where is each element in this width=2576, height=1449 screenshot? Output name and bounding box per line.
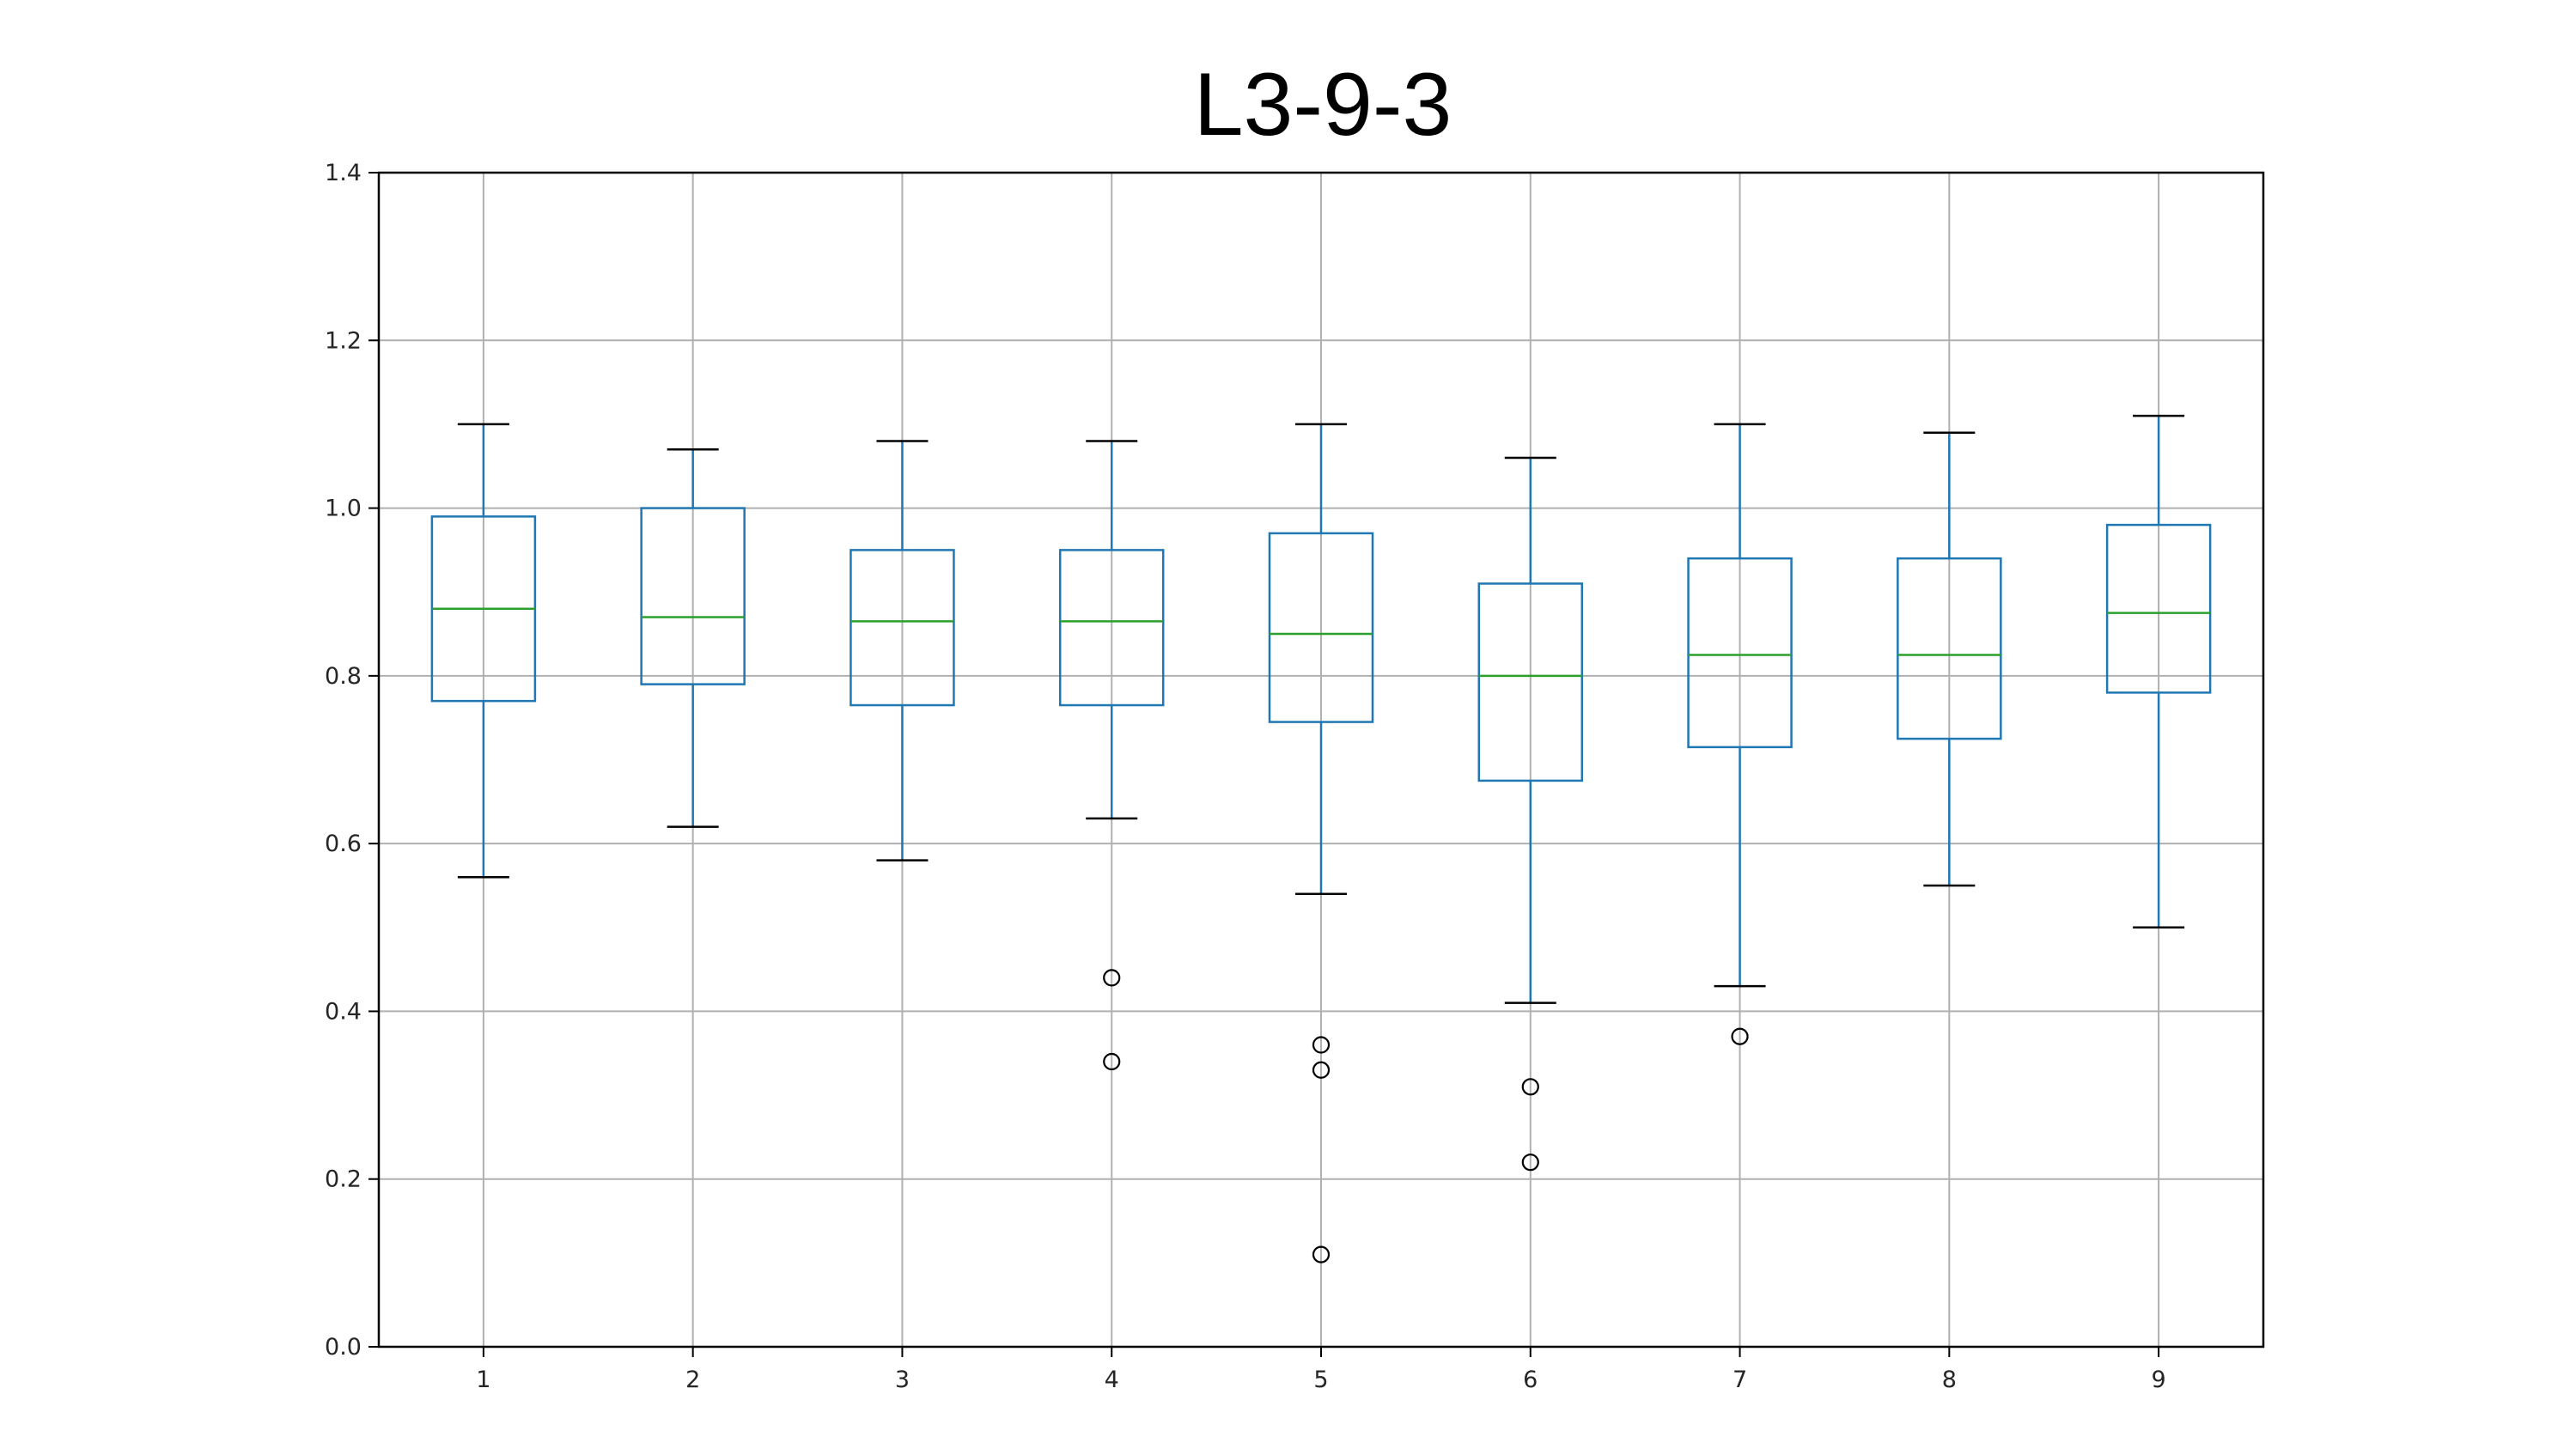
y-tick-label: 0.6 [325, 831, 362, 857]
y-tick-label: 0.2 [325, 1166, 362, 1193]
iqr-box [1058, 549, 1165, 707]
outlier-point [1731, 1027, 1749, 1045]
x-tick-label: 9 [2152, 1367, 2166, 1393]
x-tick-label: 7 [1733, 1367, 1747, 1393]
y-tick-label: 0.8 [325, 663, 362, 690]
outlier-point [1312, 1036, 1331, 1054]
axis-ticks: 0.0 0.2 0.4 0.6 0.8 1.0 1.2 1.4 1 2 3 4 5 6 7 8 9 [325, 160, 2166, 1393]
outlier-point [1103, 1052, 1121, 1071]
x-tick-label: 1 [476, 1367, 490, 1393]
box-7 [1687, 423, 1793, 1045]
outlier-point [1312, 1061, 1331, 1079]
x-tick-label: 2 [685, 1367, 700, 1393]
y-tick-label: 1.0 [325, 496, 362, 522]
iqr-box [640, 507, 746, 685]
outlier-point [1312, 1245, 1331, 1263]
iqr-box [1477, 582, 1584, 782]
chart-title: L3-9-3 [1193, 55, 1452, 155]
box-4 [1058, 440, 1165, 1071]
box-series [430, 414, 2212, 1263]
box-5 [1268, 423, 1374, 1263]
x-tick-label: 8 [1942, 1367, 1957, 1393]
x-tick-label: 4 [1105, 1367, 1119, 1393]
iqr-box [850, 549, 955, 707]
box-6 [1477, 456, 1584, 1172]
iqr-box [1687, 557, 1793, 749]
iqr-box [1268, 532, 1374, 723]
x-tick-label: 5 [1313, 1367, 1328, 1393]
box-9 [2105, 414, 2212, 929]
y-tick-label: 1.2 [325, 327, 362, 354]
box-8 [1897, 431, 2002, 887]
box-2 [640, 447, 746, 828]
y-tick-label: 1.4 [325, 160, 362, 186]
outlier-point [1103, 969, 1121, 987]
x-tick-label: 6 [1523, 1367, 1538, 1393]
y-tick-label: 0.0 [325, 1334, 362, 1361]
box-1 [430, 423, 537, 879]
x-tick-label: 3 [895, 1367, 910, 1393]
box-3 [850, 440, 955, 861]
outlier-point [1521, 1154, 1539, 1172]
y-tick-label: 0.4 [325, 998, 362, 1025]
iqr-box [2105, 523, 2212, 694]
iqr-box [1897, 557, 2002, 740]
outlier-point [1521, 1078, 1539, 1096]
